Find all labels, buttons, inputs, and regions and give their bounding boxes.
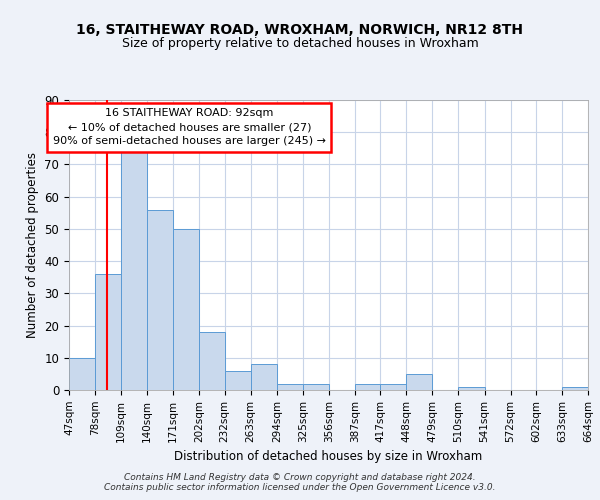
Bar bbox=[458, 387, 485, 390]
Text: Contains HM Land Registry data © Crown copyright and database right 2024.
Contai: Contains HM Land Registry data © Crown c… bbox=[104, 473, 496, 492]
Y-axis label: Number of detached properties: Number of detached properties bbox=[26, 152, 39, 338]
Bar bbox=[173, 229, 199, 390]
Text: Size of property relative to detached houses in Wroxham: Size of property relative to detached ho… bbox=[122, 38, 478, 51]
Text: 16 STAITHEWAY ROAD: 92sqm
← 10% of detached houses are smaller (27)
90% of semi-: 16 STAITHEWAY ROAD: 92sqm ← 10% of detac… bbox=[53, 108, 326, 146]
Bar bbox=[406, 374, 433, 390]
Bar bbox=[121, 148, 147, 390]
Text: 16, STAITHEWAY ROAD, WROXHAM, NORWICH, NR12 8TH: 16, STAITHEWAY ROAD, WROXHAM, NORWICH, N… bbox=[77, 22, 523, 36]
Bar bbox=[277, 384, 303, 390]
Bar bbox=[355, 384, 381, 390]
Bar bbox=[562, 387, 588, 390]
Bar bbox=[251, 364, 277, 390]
Bar bbox=[69, 358, 95, 390]
Bar bbox=[380, 384, 406, 390]
Bar bbox=[147, 210, 173, 390]
Bar bbox=[303, 384, 329, 390]
Bar bbox=[199, 332, 226, 390]
X-axis label: Distribution of detached houses by size in Wroxham: Distribution of detached houses by size … bbox=[175, 450, 482, 463]
Bar bbox=[95, 274, 121, 390]
Bar bbox=[224, 370, 251, 390]
